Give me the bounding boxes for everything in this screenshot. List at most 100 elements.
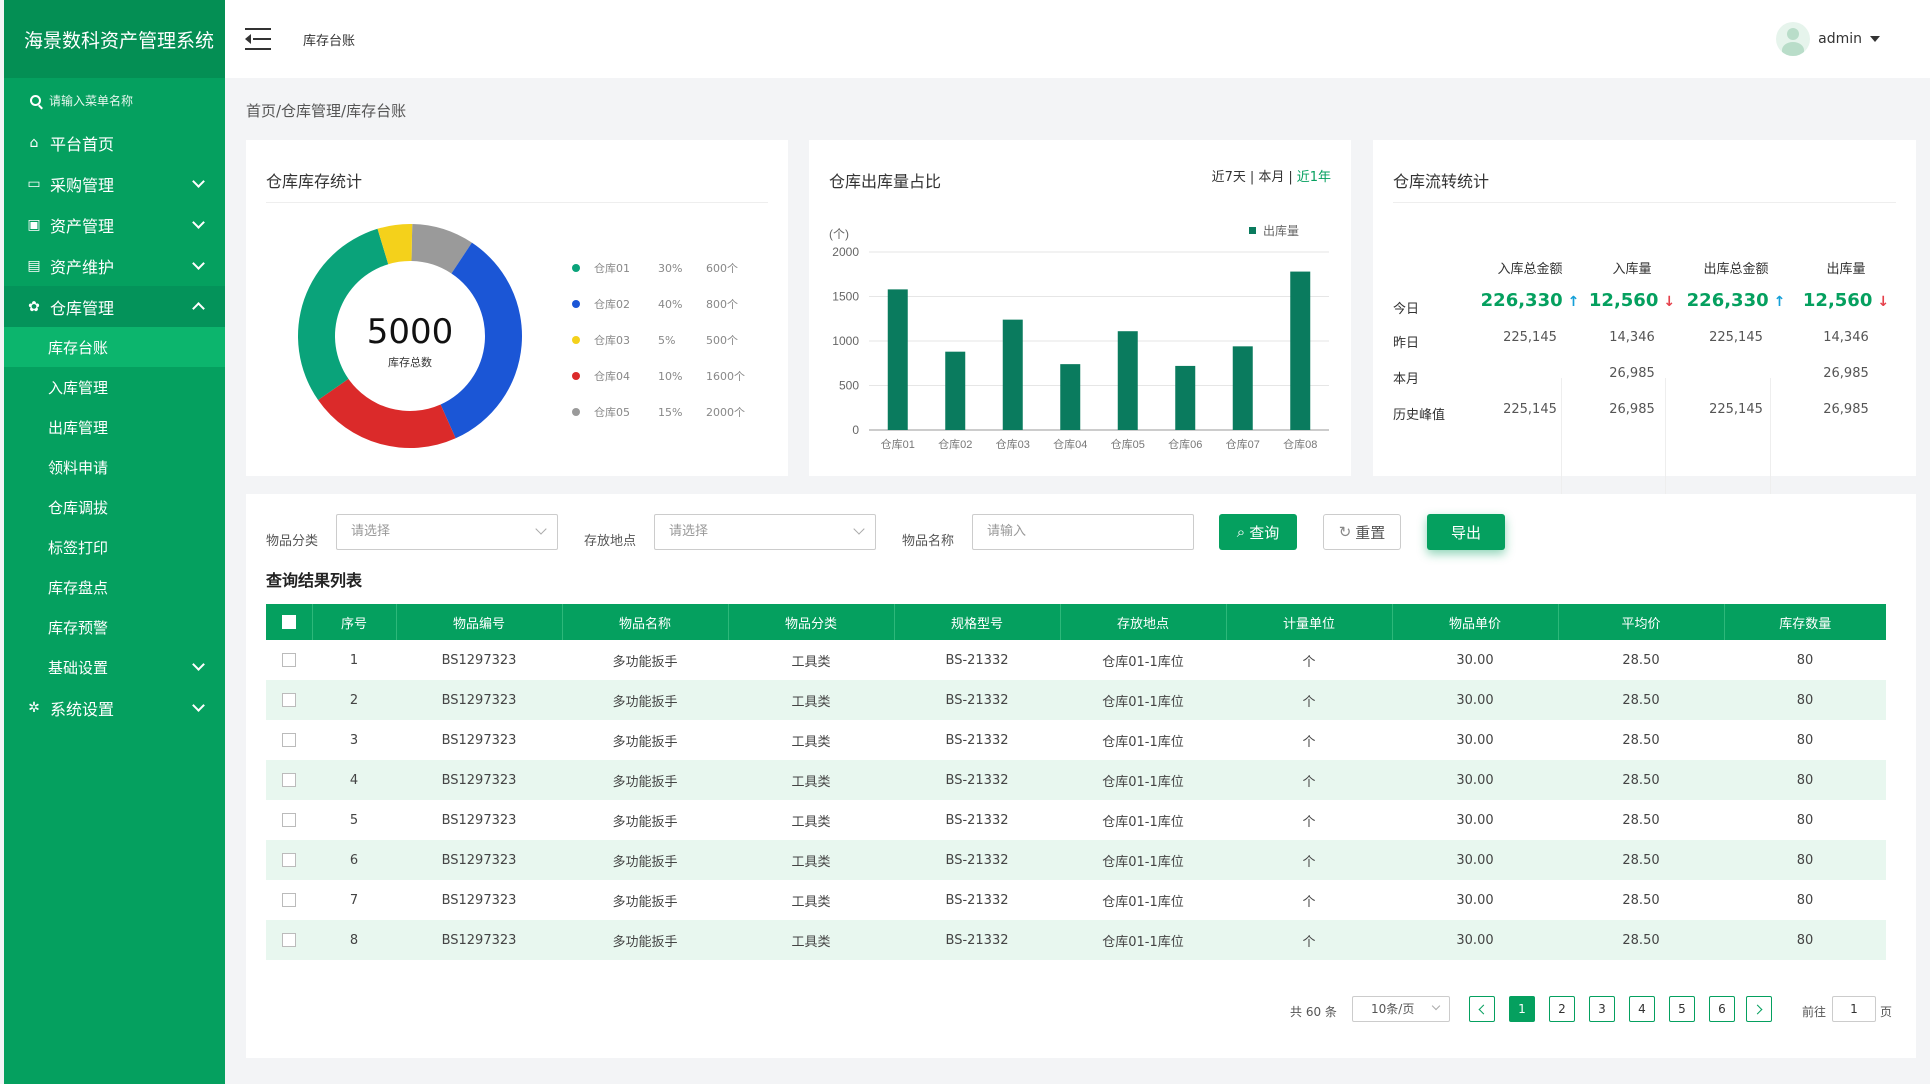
legend-percent: 10% <box>658 369 683 383</box>
next-page-button[interactable] <box>1746 996 1772 1022</box>
bar-仓库04[interactable] <box>1060 364 1081 430</box>
goto-page-input[interactable]: 1 <box>1832 996 1876 1022</box>
column-header[interactable]: 计量单位 <box>1226 604 1393 640</box>
sidebar-item-assets[interactable]: ▣ 资产管理 <box>4 204 225 245</box>
sidebar-item-maintenance[interactable]: ▤ 资产维护 <box>4 245 225 286</box>
flow-row: 今日 226,330 ↑ 12,560 ↓ 226,330 ↑ 12,560 ↓ <box>1393 284 1896 320</box>
row-checkbox[interactable] <box>282 733 296 747</box>
bar-仓库03[interactable] <box>1002 319 1023 430</box>
location-select[interactable]: 请选择 <box>654 514 876 550</box>
sidebar-subitem-outbound[interactable]: 出库管理 <box>48 418 109 437</box>
sidebar-subitem-stock-ledger[interactable]: 库存台账 <box>4 327 225 367</box>
donut-slice-仓库03[interactable] <box>377 224 413 265</box>
donut-slice-仓库01[interactable] <box>298 228 389 401</box>
column-header[interactable]: 平均价 <box>1558 604 1725 640</box>
reset-button[interactable]: ↻ 重置 <box>1323 514 1401 550</box>
legend-item: 仓库05 15% 2000个 <box>572 404 745 420</box>
menu-toggle-icon[interactable] <box>245 28 271 50</box>
sidebar-subitem-inbound[interactable]: 入库管理 <box>48 378 109 397</box>
page-button-6[interactable]: 6 <box>1709 996 1735 1022</box>
table-row[interactable]: 6 BS1297323 多功能扳手 工具类 BS-21332 仓库01-1库位个 30.00… <box>266 840 1886 880</box>
donut-slice-仓库02[interactable] <box>440 242 522 439</box>
avatar <box>1776 22 1811 56</box>
page-button-2[interactable]: 2 <box>1549 996 1575 1022</box>
tab-month[interactable]: 本月 <box>1258 170 1285 185</box>
sidebar-subitem-basic-settings[interactable]: 基础设置 <box>4 647 225 687</box>
column-header[interactable]: 物品单价 <box>1392 604 1559 640</box>
column-header[interactable]: 序号 <box>312 604 397 640</box>
bar-仓库02[interactable] <box>945 351 966 430</box>
table-cell: 28.50 <box>1622 892 1660 908</box>
select-all-checkbox[interactable] <box>281 615 296 629</box>
column-header[interactable]: 物品名称 <box>562 604 729 640</box>
chevron-down-icon <box>192 699 205 712</box>
sidebar-subitem-transfer[interactable]: 仓库调拔 <box>48 498 109 517</box>
cart-icon: ▭ <box>27 175 41 192</box>
sidebar-item-purchase[interactable]: ▭ 采购管理 <box>4 163 225 204</box>
row-checkbox[interactable] <box>282 693 296 707</box>
page-size-select[interactable]: 10条/页 <box>1352 996 1450 1022</box>
page-button-3[interactable]: 3 <box>1589 996 1615 1022</box>
row-checkbox[interactable] <box>282 933 296 947</box>
user-menu[interactable]: admin <box>1776 22 1880 56</box>
table-row[interactable]: 8 BS1297323 多功能扳手 工具类 BS-21332 仓库01-1库位个 30.00… <box>266 920 1886 960</box>
legend-dot <box>572 408 580 416</box>
donut-slice-仓库04[interactable] <box>318 378 456 448</box>
bar-仓库05[interactable] <box>1117 331 1138 430</box>
table-cell: 30.00 <box>1392 680 1558 720</box>
row-select-cell <box>266 880 312 920</box>
sidebar-item-system-settings[interactable]: ✲ 系统设置 <box>4 687 225 728</box>
sidebar-subitem-stocktaking[interactable]: 库存盘点 <box>48 578 109 597</box>
donut-slice-仓库05[interactable] <box>411 224 472 274</box>
export-button[interactable]: 导出 <box>1427 514 1505 550</box>
table-row[interactable]: 7 BS1297323 多功能扳手 工具类 BS-21332 仓库01-1库位 个 30.00… <box>266 880 1886 920</box>
tab-year[interactable]: 近1年 <box>1296 170 1331 185</box>
bar-仓库06[interactable] <box>1175 365 1196 430</box>
table-row[interactable]: 1 BS1297323 多功能扳手 工具类 BS-21332 仓库01-1库位 个 30.00… <box>266 640 1886 680</box>
x-tick-label: 仓库08 <box>1283 437 1317 451</box>
row-checkbox[interactable] <box>282 893 296 907</box>
table-cell: BS-21332 <box>945 732 1009 748</box>
row-checkbox[interactable] <box>282 653 296 667</box>
bar-仓库01[interactable] <box>887 289 908 430</box>
bar-仓库08[interactable] <box>1290 271 1311 430</box>
table-row[interactable]: 3 BS1297323 多功能扳手 工具类 BS-21332 仓库01-1库位 个 30.00… <box>266 720 1886 760</box>
table-row[interactable]: 4 BS1297323 多功能扳手 工具类 BS-21332 仓库01-1库位个 30.00… <box>266 760 1886 800</box>
column-header[interactable]: 规格型号 <box>894 604 1061 640</box>
row-checkbox[interactable] <box>282 853 296 867</box>
table-cell: 工具类 <box>791 814 831 830</box>
sidebar-subitem-stock-alert[interactable]: 库存预警 <box>48 618 109 637</box>
sidebar-subitem-label-print[interactable]: 标签打印 <box>48 538 109 557</box>
sidebar-item-warehouse[interactable]: ✿ 仓库管理 <box>4 286 225 327</box>
prev-page-button[interactable] <box>1469 996 1495 1022</box>
page-button-4[interactable]: 4 <box>1629 996 1655 1022</box>
table-cell: 28.50 <box>1558 840 1724 880</box>
category-select[interactable]: 请选择 <box>336 514 558 550</box>
range-tabs: 近7天 | 本月 | 近1年 <box>1211 170 1331 185</box>
query-button[interactable]: ⌕ 查询 <box>1219 514 1297 550</box>
table-row[interactable]: 5 BS1297323 多功能扳手 工具类 BS-21332 仓库01-1库位 个 30.00… <box>266 800 1886 840</box>
page-button-5[interactable]: 5 <box>1669 996 1695 1022</box>
table-cell: BS-21332 <box>945 812 1009 828</box>
table-cell: 6 <box>312 840 396 880</box>
page-button-1[interactable]: 1 <box>1509 996 1535 1022</box>
column-header[interactable]: 库存数量 <box>1724 604 1886 640</box>
flow-value: 225,145 <box>1709 402 1763 417</box>
row-checkbox[interactable] <box>282 813 296 827</box>
tab-7days[interactable]: 近7天 <box>1211 170 1246 185</box>
goto-label: 前往 <box>1802 1005 1827 1019</box>
column-header[interactable]: 存放地点 <box>1060 604 1227 640</box>
sidebar-item-home[interactable]: ⌂ 平台首页 <box>4 122 225 163</box>
outbound-bar-chart: (个) 出库量 0 500 1000 1500 2000 仓库01 仓库02 仓库03 仓库04 仓库… <box>829 223 1329 451</box>
menu-search[interactable]: 请输入菜单名称 <box>4 78 225 122</box>
sidebar-subitem-requisition[interactable]: 领料申请 <box>48 458 109 477</box>
row-checkbox[interactable] <box>282 773 296 787</box>
bar-仓库07[interactable] <box>1232 346 1253 430</box>
flow-cell: 26,985 <box>1562 366 1702 381</box>
column-header[interactable]: 物品分类 <box>728 604 895 640</box>
sidebar-item-label: 采购管理 <box>50 175 115 195</box>
table-cell: 4 <box>312 760 396 800</box>
column-header[interactable]: 物品编号 <box>396 604 563 640</box>
table-row[interactable]: 2 BS1297323 多功能扳手 工具类 BS-21332 仓库01-1库位个 30.00… <box>266 680 1886 720</box>
name-input[interactable]: 请输入 <box>972 514 1194 550</box>
